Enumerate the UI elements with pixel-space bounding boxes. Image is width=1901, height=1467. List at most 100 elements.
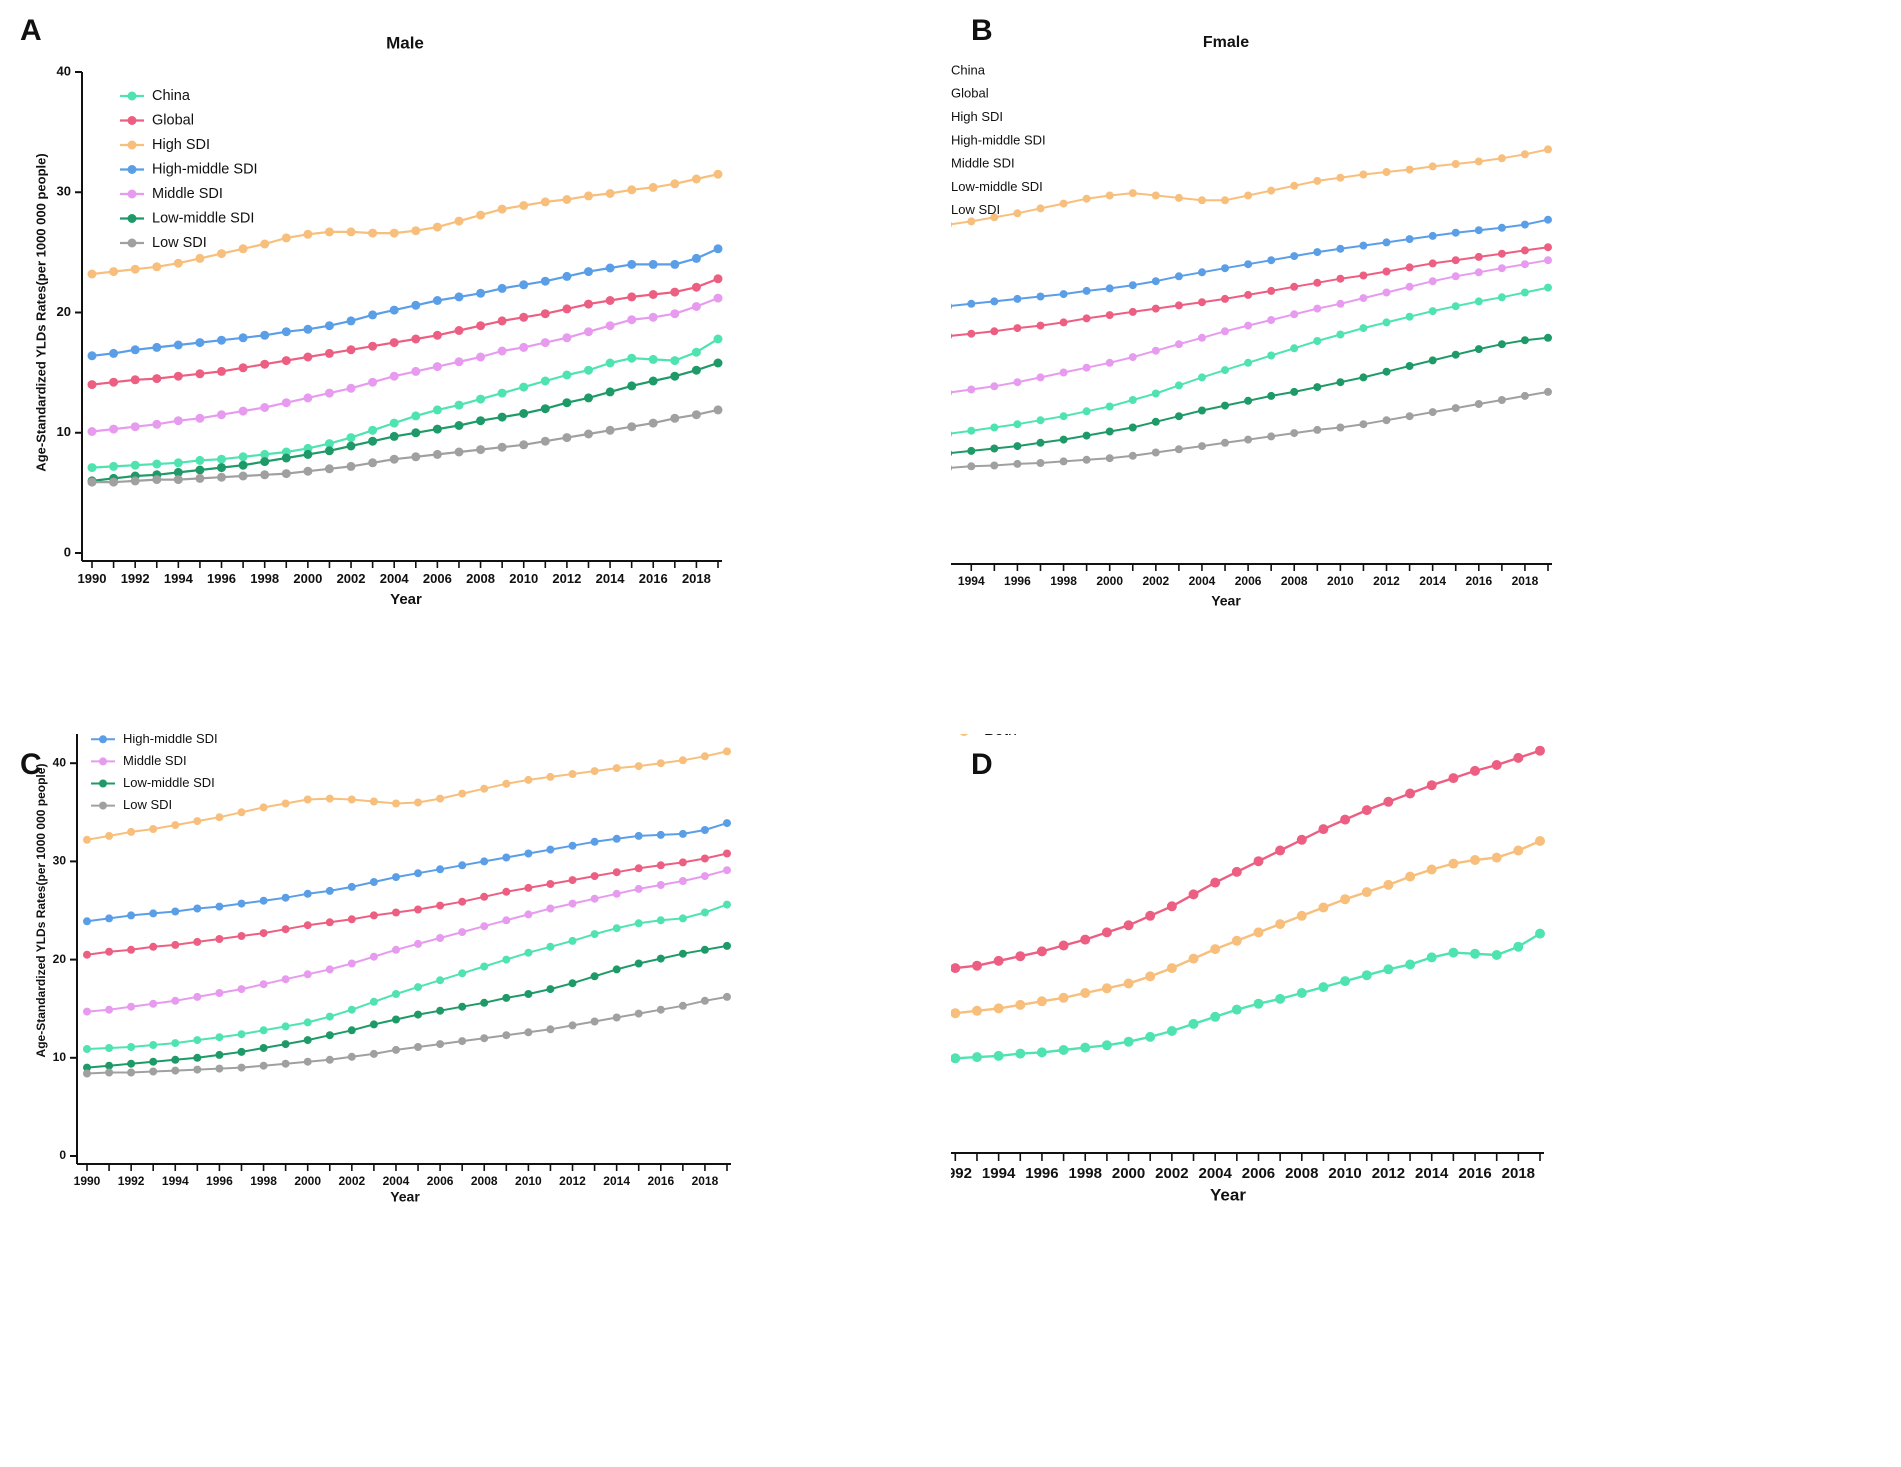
data-point [1359, 294, 1368, 303]
data-point [259, 980, 268, 989]
data-point [389, 338, 399, 348]
data-point [519, 201, 529, 210]
data-point [347, 795, 356, 804]
data-point [1123, 1036, 1134, 1047]
data-point [347, 1052, 356, 1061]
y-tick-label: 30 [53, 854, 67, 868]
x-tick-label: 2014 [596, 571, 626, 586]
data-point [1174, 272, 1183, 281]
data-point [476, 445, 486, 455]
data-point [1382, 416, 1391, 425]
data-point [105, 914, 114, 923]
data-point [389, 228, 399, 238]
data-point [1451, 302, 1460, 311]
series-line [91, 338, 719, 469]
data-point [432, 222, 442, 232]
data-point [700, 945, 709, 954]
data-point [149, 1041, 158, 1049]
x-tick-label: 2008 [1285, 1165, 1318, 1182]
data-point [369, 911, 378, 920]
x-tick-label: 2016 [647, 1174, 674, 1188]
data-point [281, 327, 291, 337]
data-point [260, 330, 270, 340]
data-point [1497, 396, 1506, 404]
panel-label: C [20, 748, 42, 781]
data-point [217, 335, 226, 345]
data-point [217, 366, 226, 376]
data-point [648, 418, 658, 428]
data-point [1145, 1031, 1156, 1042]
data-point [414, 798, 422, 807]
x-tick-label: 2018 [682, 571, 711, 586]
legend-marker [127, 189, 137, 199]
data-point [83, 917, 91, 926]
data-point [1244, 396, 1253, 405]
data-point [369, 1020, 378, 1029]
data-point [700, 826, 709, 834]
data-point [1383, 879, 1394, 890]
data-point [476, 288, 486, 298]
data-point [990, 461, 999, 470]
data-point [303, 1036, 312, 1045]
data-point [670, 413, 680, 423]
data-point [127, 945, 136, 954]
data-point [656, 759, 665, 768]
data-point [1520, 260, 1529, 269]
data-point [1013, 459, 1022, 468]
data-point [1290, 181, 1299, 190]
data-point [1318, 824, 1329, 835]
data-point [1513, 845, 1524, 856]
data-point [951, 303, 953, 310]
data-point [1013, 294, 1022, 303]
data-point [1336, 274, 1345, 283]
data-point [1013, 209, 1022, 218]
data-point [1145, 971, 1156, 982]
data-point [1036, 292, 1045, 301]
data-point [540, 338, 550, 348]
data-point [109, 477, 119, 487]
data-point [1382, 367, 1391, 376]
chart-c: Both010203040501990199219941996199820002… [34, 734, 731, 1205]
data-point [392, 1015, 400, 1024]
data-point [480, 962, 489, 971]
data-point [368, 425, 378, 435]
y-tick-label: 0 [64, 544, 71, 559]
data-point [1198, 442, 1206, 451]
data-point [972, 1005, 982, 1016]
data-point [723, 992, 731, 1001]
data-point [1451, 160, 1460, 168]
data-point [1036, 459, 1045, 467]
data-point [217, 463, 226, 473]
data-point [1145, 910, 1156, 921]
data-point [193, 817, 202, 826]
data-point [215, 1033, 224, 1042]
legend-marker [99, 757, 107, 766]
data-point [87, 463, 97, 473]
legend-label: High SDI [951, 109, 1003, 124]
data-point [1036, 996, 1047, 1007]
data-point [109, 348, 119, 358]
x-tick-label: 2002 [337, 571, 366, 586]
data-point [432, 296, 442, 305]
data-point [260, 403, 270, 412]
x-tick-label: 2006 [1235, 574, 1262, 588]
legend-label: High-middle SDI [152, 161, 258, 177]
data-point [1313, 278, 1322, 287]
data-point [411, 226, 421, 236]
data-point [1128, 423, 1137, 432]
data-point [1210, 877, 1221, 888]
data-point [590, 894, 599, 903]
data-point [497, 283, 507, 293]
data-point [259, 803, 268, 812]
data-point [1210, 1011, 1221, 1022]
data-point [1340, 976, 1351, 987]
data-point [713, 244, 723, 254]
data-point [325, 1031, 334, 1040]
data-point [713, 334, 723, 344]
data-point [1267, 286, 1276, 295]
x-tick-label: 2004 [1189, 574, 1216, 588]
legend-marker [127, 91, 137, 101]
data-point [149, 942, 158, 951]
data-point [109, 267, 119, 277]
x-tick-label: 1996 [1004, 574, 1031, 588]
